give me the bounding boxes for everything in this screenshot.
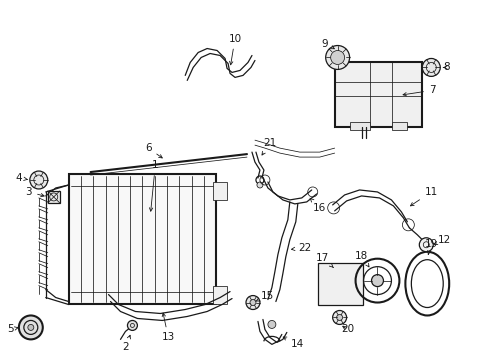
- Circle shape: [330, 50, 344, 64]
- Circle shape: [256, 182, 263, 188]
- Circle shape: [419, 238, 432, 252]
- Circle shape: [249, 300, 255, 306]
- Circle shape: [267, 320, 275, 328]
- Text: 3: 3: [25, 187, 44, 197]
- Text: 14: 14: [283, 337, 304, 349]
- Circle shape: [325, 45, 349, 69]
- Bar: [213, 182, 226, 200]
- Text: 13: 13: [162, 313, 175, 342]
- Text: 22: 22: [291, 243, 311, 253]
- Text: 16: 16: [309, 198, 325, 213]
- Text: 4: 4: [16, 173, 28, 183]
- Text: 18: 18: [354, 251, 368, 267]
- Circle shape: [19, 315, 42, 339]
- Text: 15: 15: [255, 291, 274, 301]
- Text: 1: 1: [149, 160, 158, 211]
- Bar: [349, 122, 369, 130]
- Circle shape: [371, 275, 383, 287]
- Circle shape: [422, 58, 439, 76]
- Text: 12: 12: [433, 235, 450, 245]
- Bar: [48, 191, 60, 203]
- Circle shape: [28, 324, 34, 330]
- Bar: [334, 62, 422, 127]
- Text: 9: 9: [321, 39, 334, 49]
- Circle shape: [332, 310, 346, 324]
- Text: 11: 11: [409, 187, 437, 206]
- Circle shape: [30, 171, 48, 189]
- Bar: [68, 174, 216, 303]
- Text: 17: 17: [315, 253, 332, 267]
- Text: 7: 7: [402, 85, 435, 96]
- Text: 20: 20: [340, 324, 353, 334]
- Text: 19: 19: [424, 239, 437, 255]
- Bar: [392, 122, 407, 130]
- Text: 21: 21: [262, 138, 276, 155]
- Text: 8: 8: [442, 62, 448, 72]
- Bar: [213, 285, 226, 303]
- Bar: [317, 263, 362, 305]
- Circle shape: [245, 296, 260, 310]
- Circle shape: [127, 320, 137, 330]
- Circle shape: [336, 315, 342, 320]
- Text: 6: 6: [145, 143, 162, 158]
- Text: 2: 2: [122, 335, 130, 352]
- Text: 10: 10: [228, 33, 241, 65]
- Text: 5: 5: [8, 324, 18, 334]
